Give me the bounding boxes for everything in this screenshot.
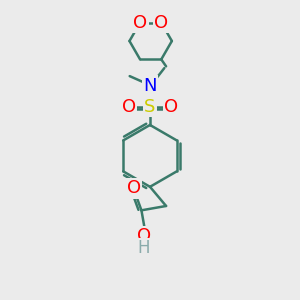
Text: O: O	[127, 179, 141, 197]
Text: H: H	[138, 239, 150, 257]
Text: O: O	[154, 14, 168, 32]
Text: N: N	[143, 76, 157, 94]
Text: O: O	[164, 98, 178, 116]
Text: O: O	[133, 14, 147, 32]
Text: O: O	[122, 98, 136, 116]
Text: S: S	[144, 98, 156, 116]
Text: O: O	[137, 227, 151, 245]
